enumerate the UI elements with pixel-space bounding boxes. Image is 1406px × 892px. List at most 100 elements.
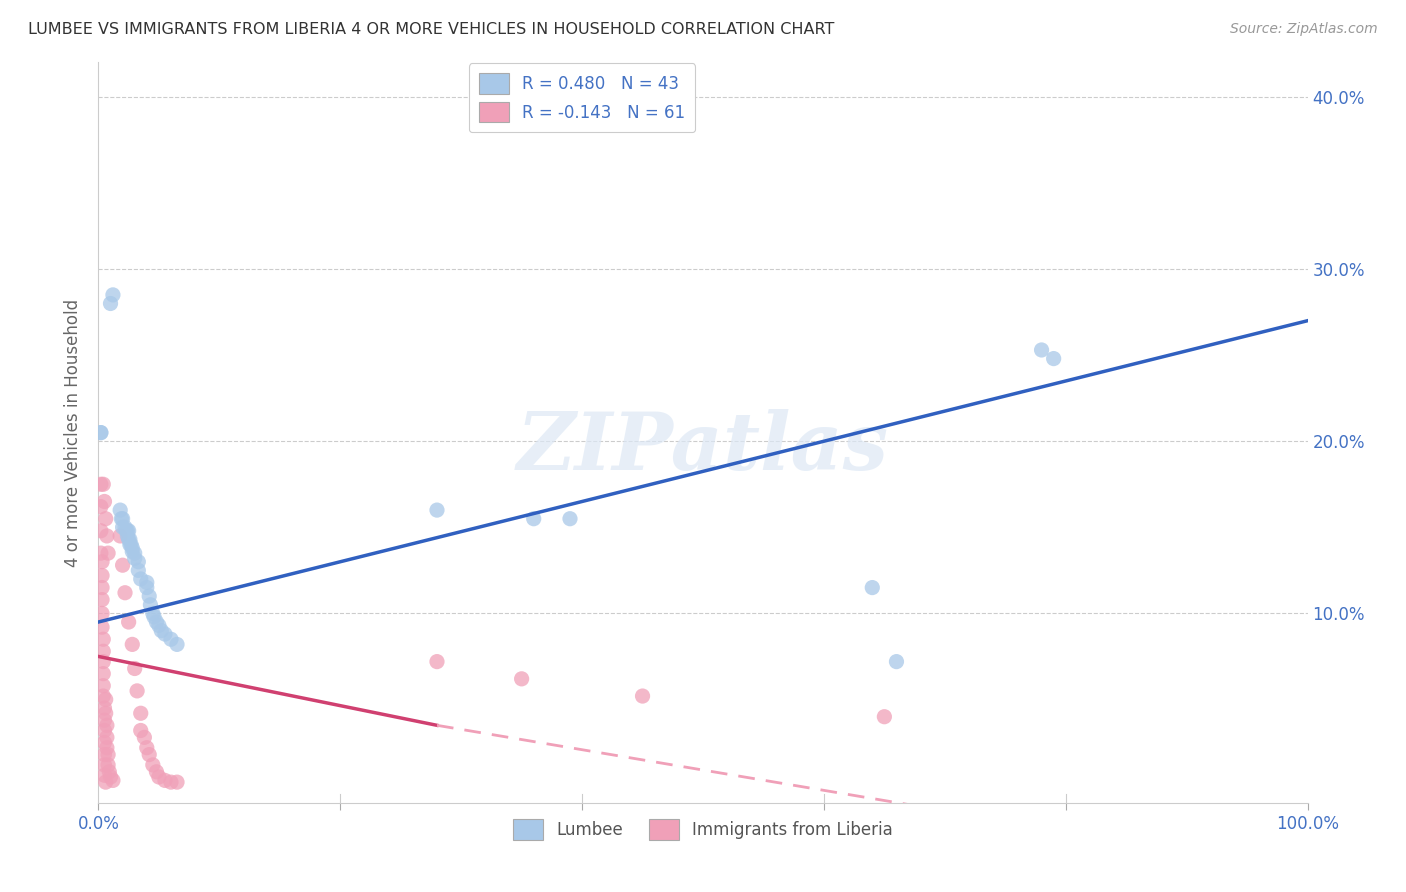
Point (96, 740, 118, 755)
Point (143, 610, 166, 624)
Point (111, 520, 134, 534)
Point (145, 615, 167, 629)
Point (97, 546, 120, 560)
Point (148, 618, 170, 632)
Point (426, 655, 449, 669)
Point (117, 529, 139, 543)
Legend: Lumbee, Immigrants from Liberia: Lumbee, Immigrants from Liberia (506, 813, 900, 847)
Text: Source: ZipAtlas.com: Source: ZipAtlas.com (1230, 22, 1378, 37)
Point (135, 581, 157, 595)
Point (134, 731, 156, 745)
Point (90, 500, 112, 514)
Point (91, 655, 114, 669)
Point (91, 477, 114, 491)
Point (558, 512, 581, 526)
Point (93, 758, 115, 772)
Point (93, 735, 115, 749)
Point (94, 775, 117, 789)
Point (91, 620, 114, 634)
Point (523, 512, 546, 526)
Point (90, 524, 112, 538)
Point (97, 747, 120, 762)
Point (631, 689, 654, 703)
Point (124, 661, 146, 675)
Point (129, 572, 152, 586)
Point (97, 758, 120, 772)
Point (93, 768, 115, 782)
Point (93, 747, 115, 762)
Y-axis label: 4 or more Vehicles in Household: 4 or more Vehicles in Household (65, 299, 83, 566)
Point (94, 512, 117, 526)
Point (160, 632, 183, 647)
Point (127, 563, 149, 577)
Point (93, 723, 115, 738)
Point (114, 520, 136, 534)
Point (121, 637, 143, 651)
Point (115, 524, 138, 538)
Point (118, 524, 141, 538)
Point (129, 723, 152, 738)
Point (860, 581, 883, 595)
Point (114, 586, 136, 600)
Point (142, 758, 165, 772)
Point (108, 529, 131, 543)
Point (129, 706, 152, 721)
Point (873, 709, 896, 723)
Point (91, 581, 114, 595)
Point (138, 747, 160, 762)
Point (118, 533, 141, 547)
Point (166, 637, 188, 651)
Point (886, 655, 908, 669)
Point (127, 684, 149, 698)
Point (166, 775, 188, 789)
Point (510, 672, 533, 686)
Point (153, 627, 176, 641)
Point (93, 494, 115, 508)
Text: ZIPatlas: ZIPatlas (517, 409, 889, 486)
Point (91, 607, 114, 621)
Point (1031, 343, 1053, 357)
Point (118, 533, 141, 547)
Point (101, 773, 124, 788)
Point (96, 718, 118, 732)
Point (160, 775, 183, 789)
Point (111, 558, 134, 573)
Point (100, 296, 122, 310)
Point (91, 555, 114, 569)
Point (96, 529, 118, 543)
Point (121, 541, 143, 555)
Point (138, 589, 160, 603)
Point (124, 546, 146, 560)
Point (142, 607, 165, 621)
Point (150, 624, 173, 638)
Point (90, 546, 112, 560)
Point (139, 598, 162, 612)
Point (117, 524, 139, 538)
Point (118, 537, 141, 551)
Point (91, 644, 114, 658)
Point (153, 773, 176, 788)
Point (118, 615, 141, 629)
Point (135, 740, 157, 755)
Point (120, 537, 142, 551)
Point (96, 731, 118, 745)
Point (91, 666, 114, 681)
Point (91, 689, 114, 703)
Point (121, 544, 143, 558)
Point (90, 425, 112, 440)
Point (426, 503, 449, 517)
Point (110, 512, 132, 526)
Point (100, 770, 122, 784)
Point (135, 575, 157, 590)
Point (1042, 351, 1064, 366)
Point (91, 679, 114, 693)
Point (90, 477, 112, 491)
Point (98, 764, 121, 779)
Point (94, 692, 117, 706)
Point (93, 701, 115, 715)
Point (108, 503, 131, 517)
Point (94, 706, 117, 721)
Point (101, 288, 124, 302)
Point (91, 592, 114, 607)
Point (145, 764, 167, 779)
